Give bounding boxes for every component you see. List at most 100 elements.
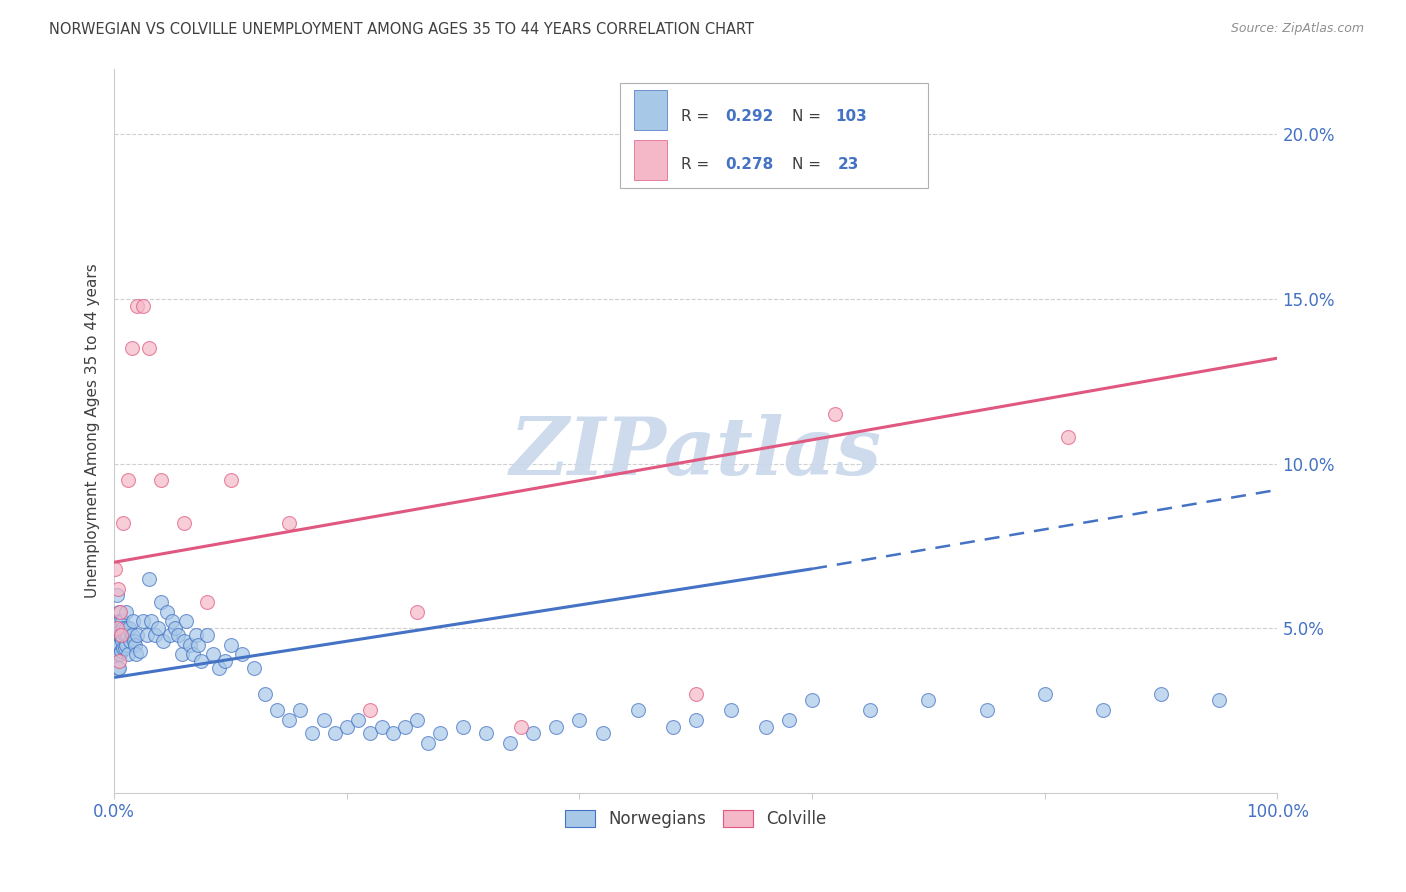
Point	[685, 713, 707, 727]
Point	[117, 473, 139, 487]
Text: Source: ZipAtlas.com: Source: ZipAtlas.com	[1230, 22, 1364, 36]
Point	[105, 628, 128, 642]
Point	[1057, 430, 1080, 444]
Point	[976, 703, 998, 717]
Point	[195, 595, 218, 609]
Point	[121, 341, 143, 355]
Point	[370, 720, 392, 734]
Point	[755, 720, 778, 734]
Point	[184, 628, 207, 642]
Point	[121, 615, 143, 629]
Point	[111, 615, 134, 629]
Point	[132, 615, 155, 629]
Point	[105, 588, 128, 602]
Text: 103: 103	[835, 109, 868, 124]
Point	[149, 595, 172, 609]
Point	[108, 628, 131, 642]
Point	[290, 703, 312, 717]
Point	[824, 407, 846, 421]
Text: 23: 23	[838, 157, 859, 172]
Point	[107, 660, 129, 674]
Point	[141, 615, 163, 629]
Text: 0.278: 0.278	[725, 157, 773, 172]
Point	[112, 516, 135, 530]
Point	[152, 634, 174, 648]
Point	[118, 621, 141, 635]
Point	[155, 605, 177, 619]
Point	[108, 648, 131, 662]
Point	[405, 605, 427, 619]
Point	[359, 726, 381, 740]
Point	[301, 726, 323, 740]
Point	[214, 654, 236, 668]
Point	[451, 720, 474, 734]
Point	[138, 572, 160, 586]
Point	[190, 654, 212, 668]
Point	[104, 562, 127, 576]
FancyBboxPatch shape	[634, 90, 666, 130]
Point	[108, 660, 131, 674]
Point	[112, 640, 135, 655]
Text: N =: N =	[793, 157, 827, 172]
Point	[114, 628, 136, 642]
Point	[124, 638, 146, 652]
Point	[336, 720, 359, 734]
Point	[720, 703, 742, 717]
Point	[122, 634, 145, 648]
Point	[159, 628, 181, 642]
Point	[231, 648, 253, 662]
Point	[1150, 687, 1173, 701]
Point	[125, 648, 148, 662]
Point	[104, 638, 127, 652]
Point	[568, 713, 591, 727]
Point	[170, 648, 193, 662]
Point	[475, 726, 498, 740]
Point	[104, 621, 127, 635]
Point	[107, 615, 129, 629]
Point	[112, 621, 135, 635]
Point	[1091, 703, 1114, 717]
Point	[114, 640, 136, 655]
Text: N =: N =	[793, 109, 827, 124]
Point	[312, 713, 335, 727]
Point	[148, 621, 170, 635]
Point	[108, 615, 131, 629]
Point	[394, 720, 416, 734]
Point	[277, 516, 299, 530]
Point	[859, 703, 882, 717]
Point	[1033, 687, 1056, 701]
Point	[176, 615, 198, 629]
Point	[202, 648, 225, 662]
Point	[120, 634, 142, 648]
Legend: Norwegians, Colville: Norwegians, Colville	[558, 804, 834, 835]
Point	[187, 638, 209, 652]
Point	[108, 648, 131, 662]
Point	[323, 726, 346, 740]
Point	[107, 582, 129, 596]
Point	[418, 736, 440, 750]
Point	[254, 687, 277, 701]
Point	[627, 703, 650, 717]
Point	[110, 628, 132, 642]
Point	[219, 473, 242, 487]
Point	[382, 726, 405, 740]
Point	[1208, 693, 1230, 707]
Text: R =: R =	[681, 109, 714, 124]
Point	[110, 628, 132, 642]
Point	[115, 628, 138, 642]
Point	[138, 341, 160, 355]
Point	[107, 638, 129, 652]
Point	[121, 628, 143, 642]
Point	[110, 644, 132, 658]
Point	[208, 660, 231, 674]
Point	[114, 621, 136, 635]
Point	[162, 615, 184, 629]
Point	[179, 638, 201, 652]
Point	[111, 634, 134, 648]
Text: ZIPatlas: ZIPatlas	[510, 414, 882, 491]
Point	[181, 648, 204, 662]
Point	[127, 628, 149, 642]
Text: 0.292: 0.292	[725, 109, 773, 124]
Point	[117, 648, 139, 662]
Point	[219, 638, 242, 652]
